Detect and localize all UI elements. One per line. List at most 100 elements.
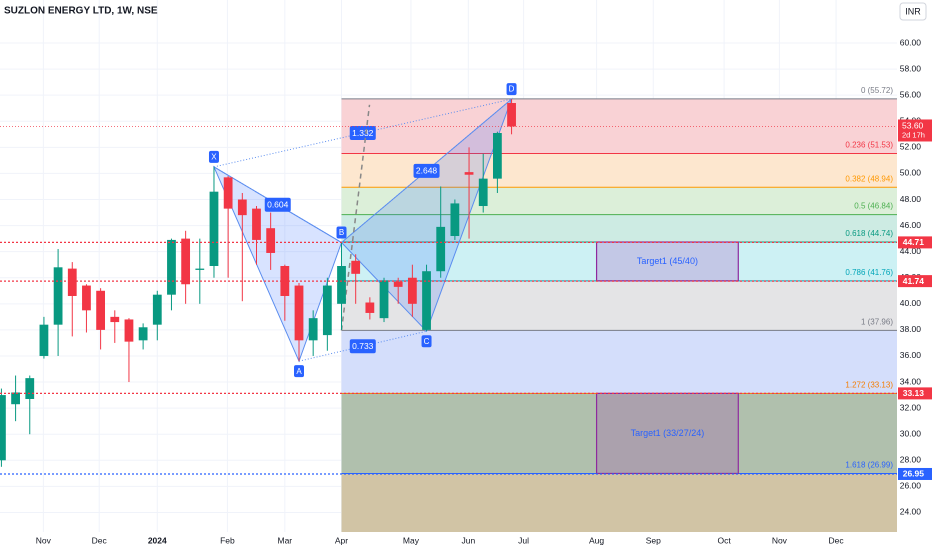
x-tick-label: Dec	[92, 535, 108, 545]
candle-body	[181, 238, 191, 285]
fib-zone	[341, 330, 897, 394]
candle-body	[422, 271, 431, 330]
ratio-badge	[349, 339, 376, 354]
candle-body	[436, 226, 446, 272]
candle-body	[379, 280, 389, 319]
candle-body	[110, 316, 120, 323]
point-label: X	[211, 153, 217, 162]
ratio-line	[298, 330, 427, 362]
price-badge-label: 41.74	[903, 276, 925, 286]
candle-body	[407, 277, 417, 304]
fib-label: 1 (37.96)	[861, 318, 893, 327]
target-label: Target1 (33/27/24)	[631, 428, 705, 438]
x-tick-label: Sep	[646, 535, 661, 545]
candle-body	[464, 172, 474, 175]
candle-body	[67, 268, 77, 296]
price-badge	[898, 236, 932, 249]
price-badge	[898, 387, 932, 400]
x-tick-label: Oct	[718, 535, 732, 545]
candle-body	[138, 327, 148, 341]
candle-body	[237, 199, 247, 216]
fib-label: 1.618 (26.99)	[845, 461, 893, 470]
point-label: B	[339, 228, 344, 237]
currency-button[interactable]	[899, 2, 927, 21]
candle-body	[337, 266, 346, 304]
candle-body	[53, 267, 63, 325]
y-tick-label: 28.00	[900, 455, 922, 465]
ratio-label: 2.648	[416, 166, 438, 176]
candle-body	[25, 378, 35, 399]
x-tick-label: Dec	[829, 535, 845, 545]
candle-body	[96, 290, 106, 330]
candle-body	[195, 268, 205, 270]
point-label: D	[509, 85, 515, 94]
candle-body	[393, 281, 403, 287]
fib-label: 1.272 (33.13)	[845, 381, 893, 390]
ratio-badge	[349, 126, 376, 140]
candle-body	[223, 177, 233, 209]
x-tick-label: Mar	[278, 535, 293, 545]
y-tick-label: 26.00	[900, 481, 922, 491]
price-badge-label: 44.71	[903, 237, 925, 247]
ratio-badge	[413, 163, 440, 178]
y-tick-label: 36.00	[900, 350, 922, 360]
fib-label: 0 (55.72)	[861, 86, 893, 95]
chart-title: SUZLON ENERGY LTD, 1W, NSE	[4, 6, 158, 17]
price-badge-label: 33.13	[903, 388, 925, 398]
fib-label: 0.5 (46.84)	[854, 202, 893, 211]
candle-body	[167, 239, 176, 295]
y-tick-label: 52.00	[900, 142, 922, 152]
y-tick-label: 32.00	[900, 402, 922, 412]
x-tick-label: Jun	[461, 535, 475, 545]
x-tick-label: Apr	[335, 535, 348, 545]
fib-zone	[341, 280, 897, 331]
point-badge	[506, 83, 517, 96]
candle-body	[252, 208, 261, 240]
candle-body	[351, 260, 361, 274]
candle-body	[266, 228, 276, 253]
price-badge	[898, 467, 932, 480]
y-tick-label: 56.00	[900, 89, 922, 99]
candle-body	[11, 392, 20, 405]
y-tick-label: 38.00	[900, 324, 922, 334]
ratio-label: 1.332	[352, 128, 374, 138]
fib-zone	[341, 473, 897, 532]
x-tick-label: 2024	[148, 535, 167, 545]
candle-body	[492, 133, 502, 179]
y-tick-label: 30.00	[900, 428, 922, 438]
y-tick-label: 48.00	[900, 194, 922, 204]
price-badge	[898, 275, 932, 288]
countdown: 2d 17h	[902, 130, 925, 139]
currency[interactable]: INR	[905, 6, 921, 16]
candle-body	[478, 178, 488, 207]
fib-label: 0.382 (48.94)	[845, 174, 893, 183]
last-price-badge	[898, 119, 932, 142]
y-tick-label: 40.00	[900, 298, 922, 308]
candle-body	[507, 103, 516, 127]
candle-body	[152, 294, 162, 325]
candle-body	[322, 285, 332, 336]
y-tick-label: 24.00	[900, 507, 922, 517]
fib-label: 0.786 (41.76)	[845, 268, 893, 277]
projection-line	[340, 104, 371, 331]
target-box	[595, 241, 739, 282]
point-badge	[336, 226, 347, 239]
fib-zone	[341, 214, 897, 243]
ratio-badge	[264, 197, 291, 212]
x-tick-label: Nov	[772, 535, 788, 545]
candle-body	[82, 285, 91, 311]
point-badge	[208, 150, 219, 163]
candle-body	[365, 302, 375, 313]
x-tick-label: Aug	[589, 535, 604, 545]
ratio-label: 0.604	[267, 199, 289, 209]
candle-body	[124, 319, 134, 342]
point-badge	[421, 335, 432, 348]
x-tick-label: May	[403, 535, 420, 545]
fib-zone	[341, 242, 897, 281]
x-tick-label: Nov	[36, 535, 52, 545]
price-badge-label: 26.95	[903, 469, 925, 479]
fib-label: 0.618 (44.74)	[845, 229, 893, 238]
y-tick-label: 58.00	[900, 63, 922, 73]
point-label: A	[296, 367, 302, 376]
candle-body	[39, 324, 49, 356]
